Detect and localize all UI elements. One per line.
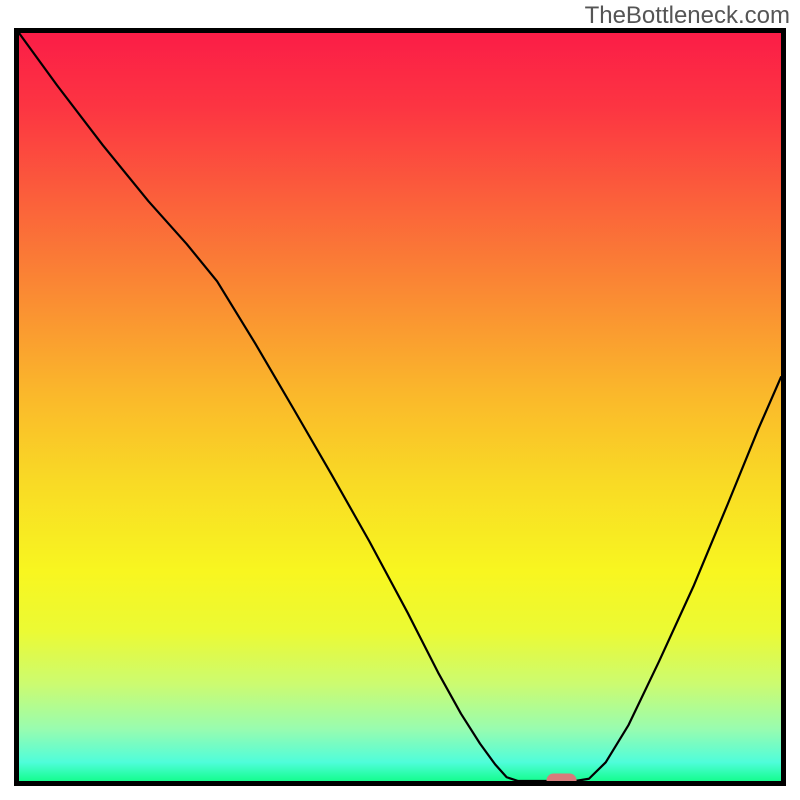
- watermark-label: TheBottleneck.com: [585, 2, 790, 30]
- chart-container: TheBottleneck.com: [0, 0, 800, 800]
- chart-background: [19, 33, 781, 781]
- bottleneck-chart: [14, 28, 786, 786]
